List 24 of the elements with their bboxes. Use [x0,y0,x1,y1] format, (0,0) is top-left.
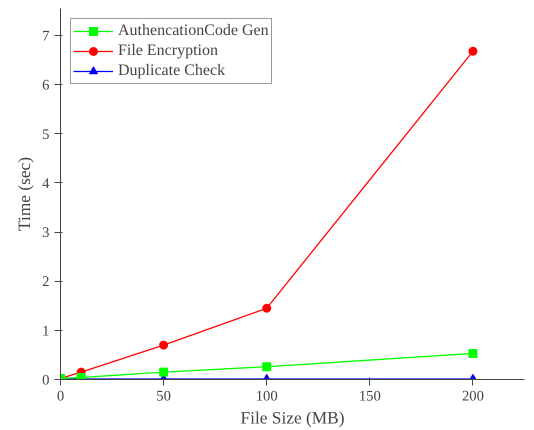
y-tick-label: 2 [42,274,50,290]
x-tick-label: 150 [358,388,381,404]
y-tick-label: 4 [42,176,50,192]
y-tick-label: 0 [42,372,50,388]
y-tick-label: 1 [42,323,50,340]
y-tick-label: 6 [42,78,50,94]
y-tick-label: 3 [42,225,50,242]
x-tick-label: 100 [256,388,278,404]
legend-label: Duplicate Check [118,62,226,80]
legend-label: AuthencationCode Gen [118,22,269,40]
legend-label: File Encryption [118,42,218,60]
point [468,348,478,358]
y-tick-label: 5 [42,126,50,143]
x-tick-label: 50 [156,388,171,404]
point [159,340,168,350]
x-tick-label: 0 [56,388,64,404]
y-axis-title: Time (sec) [15,156,34,231]
x-axis-title: File Size (MB) [240,408,345,428]
point [468,46,478,56]
x-tick-label: 200 [462,388,484,404]
point [159,368,168,377]
point [262,362,272,372]
point [262,304,272,313]
y-tick-label: 7 [42,28,50,45]
